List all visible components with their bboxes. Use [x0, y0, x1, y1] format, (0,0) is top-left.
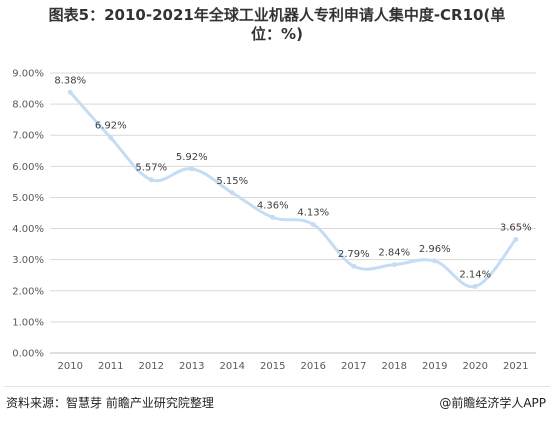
y-tick-label: 7.00%: [12, 131, 44, 142]
data-point: [108, 135, 114, 141]
data-point: [229, 190, 235, 196]
data-point: [351, 263, 357, 269]
data-point: [67, 89, 73, 95]
data-label: 2.84%: [378, 248, 410, 259]
y-tick-label: 0.00%: [12, 349, 44, 360]
data-point: [432, 258, 438, 264]
y-tick-label: 1.00%: [12, 317, 44, 328]
y-tick-label: 9.00%: [12, 69, 44, 80]
data-label: 5.92%: [176, 152, 208, 163]
brand-note: @前瞻经济学人APP: [439, 396, 546, 410]
data-label: 4.36%: [257, 200, 289, 211]
y-tick-label: 4.00%: [12, 224, 44, 235]
data-label: 3.65%: [500, 222, 532, 233]
chart-title-line-2: 位：%): [251, 25, 303, 43]
footer-divider: [4, 386, 550, 387]
x-tick-label: 2021: [503, 361, 528, 372]
data-labels: 8.38% 6.92% 5.57% 5.92% 5.15% 4.36% 4.13% 2.79%…: [54, 75, 531, 280]
data-label: 8.38%: [54, 75, 86, 86]
series-line: [67, 89, 519, 289]
data-point: [189, 166, 195, 172]
x-tick-label: 2018: [382, 361, 407, 372]
x-tick-label: 2010: [58, 361, 83, 372]
data-label: 4.13%: [297, 208, 329, 219]
x-tick-label: 2013: [179, 361, 204, 372]
x-tick-label: 2019: [422, 361, 447, 372]
chart-title: 图表5：2010-2021年全球工业机器人专利申请人集中度-CR10(单 位：%…: [0, 6, 554, 44]
data-point: [148, 177, 154, 183]
gridlines: [50, 72, 536, 354]
data-point: [472, 283, 478, 289]
series-line-path: [68, 90, 518, 289]
x-tick-label: 2012: [139, 361, 164, 372]
x-tick-label: 2011: [98, 361, 123, 372]
data-point: [513, 236, 519, 242]
y-tick-label: 8.00%: [12, 100, 44, 111]
x-tick-label: 2017: [341, 361, 366, 372]
data-point: [391, 262, 397, 268]
data-label: 5.57%: [135, 163, 167, 174]
data-label: 5.15%: [216, 176, 248, 187]
chart-title-line-1: 图表5：2010-2021年全球工业机器人专利申请人集中度-CR10(单: [48, 6, 506, 24]
y-tick-label: 2.00%: [12, 286, 44, 297]
data-label: 2.14%: [459, 269, 491, 280]
source-note: 资料来源：智慧芽 前瞻产业研究院整理: [6, 396, 214, 410]
data-point: [270, 214, 276, 220]
y-tick-label: 6.00%: [12, 162, 44, 173]
data-label: 2.96%: [419, 244, 451, 255]
y-tick-label: 5.00%: [12, 193, 44, 204]
x-tick-label: 2016: [301, 361, 326, 372]
data-point: [310, 222, 316, 228]
data-label: 2.79%: [338, 249, 370, 260]
data-label: 6.92%: [95, 121, 127, 132]
x-axis-tick-labels: 2010 2011 2012 2013 2014 2015 2016 2017 2018 2019…: [58, 361, 529, 372]
x-tick-label: 2015: [260, 361, 285, 372]
y-axis-tick-labels: 0.00% 1.00% 2.00% 3.00% 4.00% 5.00% 6.00% 7.00%…: [12, 69, 44, 360]
x-tick-label: 2020: [463, 361, 488, 372]
x-tick-label: 2014: [220, 361, 245, 372]
y-tick-label: 3.00%: [12, 255, 44, 266]
